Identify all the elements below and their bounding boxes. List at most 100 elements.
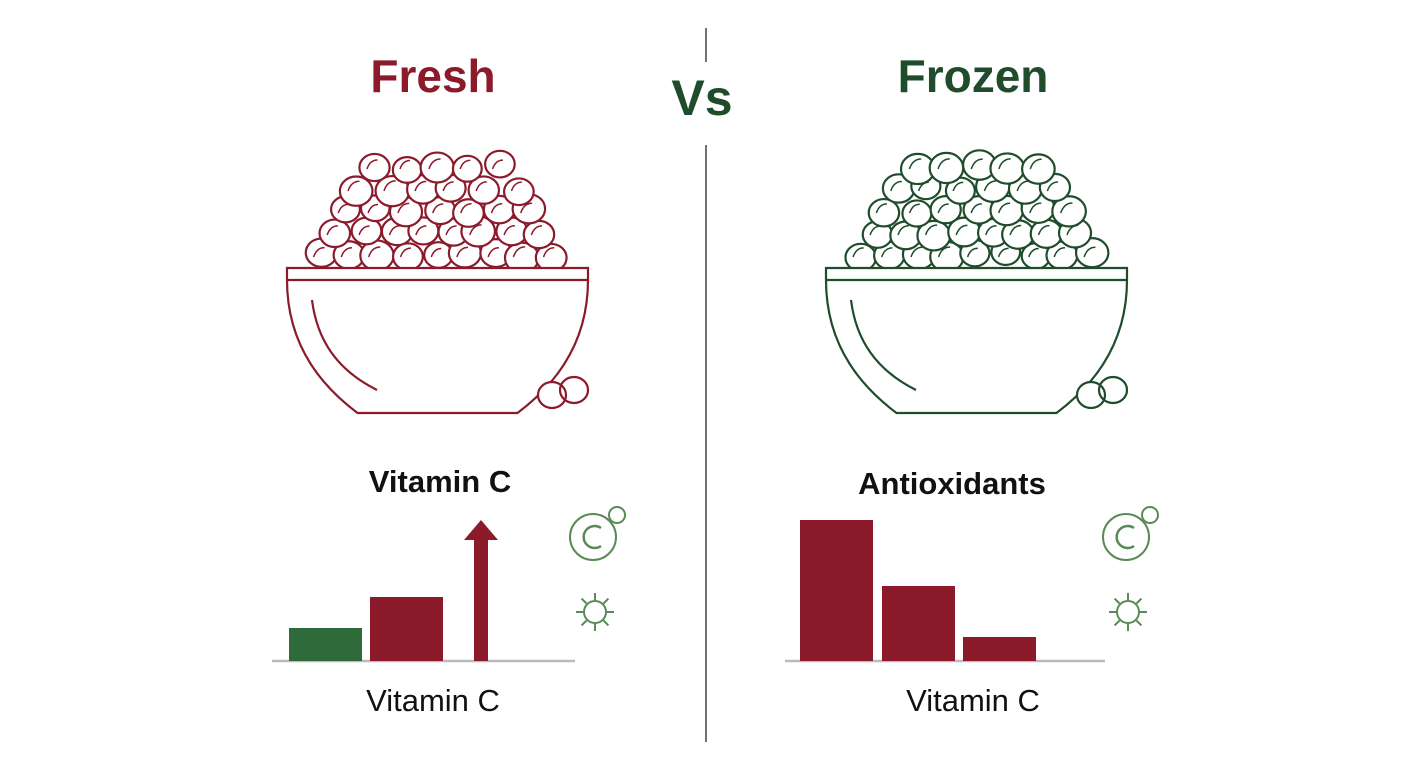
berry-highlight (340, 247, 353, 258)
berry-highlight (460, 203, 472, 214)
loose-berry (536, 375, 590, 410)
berry-highlight (924, 224, 938, 236)
bar (882, 586, 955, 661)
berry-highlight (908, 203, 920, 214)
berry-highlight (326, 225, 338, 236)
germ-icon (1116, 600, 1140, 624)
berry-highlight (442, 181, 454, 192)
berry-highlight (983, 180, 997, 192)
germ-spike (1135, 619, 1143, 627)
bowl-shine (310, 299, 378, 391)
berry-highlight (397, 202, 410, 214)
berry-highlight (415, 225, 427, 236)
germ-spike (602, 619, 610, 627)
berry-highlight (383, 180, 396, 192)
berry (484, 149, 516, 179)
berry-highlight (998, 158, 1011, 170)
berry-highlight (490, 203, 503, 214)
germ-spike (1135, 597, 1143, 605)
vs-label: Vs (671, 70, 732, 126)
berry-highlight (399, 247, 411, 258)
berry (1051, 195, 1087, 228)
berry-highlight (503, 225, 515, 236)
berry-highlight (510, 181, 522, 192)
vitamin-icon-dot (608, 506, 626, 524)
berry (989, 152, 1026, 185)
berry-highlight (530, 225, 543, 236)
berry (1020, 153, 1056, 185)
nutrient-icons (569, 506, 626, 631)
vitamin-icon-letter (582, 524, 602, 550)
germ-spike (580, 597, 588, 605)
berry-highlight (432, 203, 444, 214)
berry-highlight (542, 247, 555, 258)
germ-icon (583, 600, 607, 624)
vitamin-icon-dot (1141, 506, 1159, 524)
berry (358, 152, 391, 183)
bowl-shine (849, 299, 917, 391)
bowl-illustration (824, 149, 1129, 415)
berry-highlight (880, 247, 893, 258)
bar (370, 597, 443, 661)
berry-highlight (1029, 202, 1042, 214)
berry-highlight (399, 159, 411, 170)
bowl (285, 266, 590, 415)
berry-highlight (1029, 158, 1042, 170)
berry-highlight (366, 159, 378, 170)
berry (451, 154, 483, 183)
berry-highlight (937, 203, 949, 214)
berry-highlight (1037, 224, 1050, 236)
berry-highlight (937, 246, 951, 258)
berry-highlight (1028, 247, 1039, 258)
berry (467, 175, 501, 205)
berry-highlight (512, 246, 526, 258)
nutrient-icons (1102, 506, 1159, 631)
bar (800, 520, 873, 661)
chart-title: Antioxidants (858, 466, 1046, 501)
berry-highlight (469, 224, 482, 236)
berry-highlight (937, 158, 950, 170)
berry-highlight (459, 159, 471, 170)
berry-highlight (955, 224, 968, 236)
berry-highlight (910, 246, 923, 258)
berry-highlight (875, 203, 888, 214)
berry-highlight (456, 246, 469, 258)
berry-highlight (358, 225, 370, 236)
berry-highlight (1083, 246, 1096, 258)
bowl-illustration (285, 149, 590, 415)
germ-spike (1113, 619, 1121, 627)
panel-title: Fresh (370, 50, 495, 102)
germ-spike (602, 597, 610, 605)
berry-highlight (897, 225, 909, 236)
berry-highlight (520, 202, 533, 214)
berry-highlight (997, 247, 1009, 258)
berry-highlight (952, 181, 964, 192)
berry (419, 151, 455, 184)
berry-highlight (890, 180, 902, 192)
berry-highlight (997, 202, 1011, 214)
berry-highlight (1053, 247, 1066, 258)
berry-highlight (852, 247, 864, 258)
berry-highlight (1046, 181, 1058, 192)
berry-highlight (966, 247, 978, 258)
berry-highlight (367, 203, 379, 214)
germ-spike (1113, 597, 1121, 605)
berry-highlight (347, 180, 360, 192)
germ-spike (580, 619, 588, 627)
vitamin-icon-letter (1115, 524, 1135, 550)
berry-highlight (1009, 224, 1022, 236)
berry (318, 218, 352, 249)
vitamin-icon (569, 513, 617, 561)
berry (502, 177, 535, 207)
bowl (824, 266, 1129, 415)
berry-highlight (312, 246, 325, 258)
arrow (464, 520, 498, 661)
berry (1029, 218, 1064, 249)
berry (392, 242, 424, 272)
berry-highlight (491, 159, 503, 170)
berry-highlight (428, 158, 441, 170)
berry-highlight (445, 225, 457, 236)
berry-highlight (430, 247, 442, 258)
berry-highlight (1059, 202, 1073, 214)
